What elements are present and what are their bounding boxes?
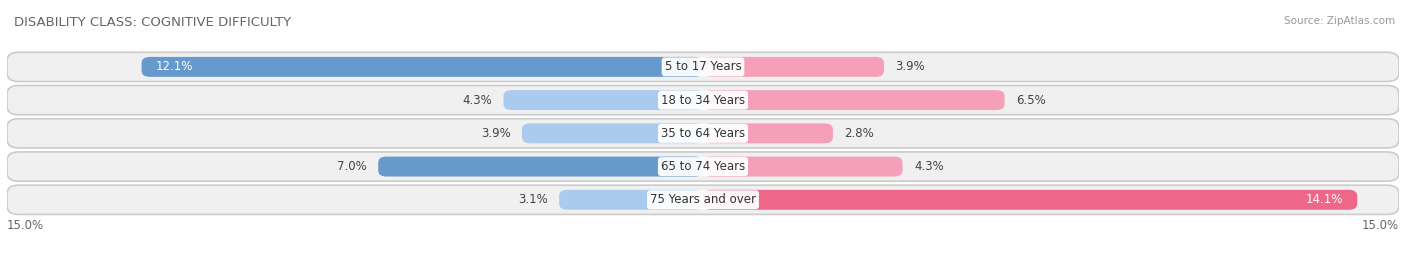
FancyBboxPatch shape (703, 90, 1004, 110)
FancyBboxPatch shape (378, 157, 703, 177)
Text: 14.1%: 14.1% (1306, 193, 1343, 206)
FancyBboxPatch shape (703, 123, 832, 143)
Text: 18 to 34 Years: 18 to 34 Years (661, 94, 745, 107)
FancyBboxPatch shape (503, 90, 703, 110)
FancyBboxPatch shape (703, 190, 1357, 210)
Text: 3.1%: 3.1% (517, 193, 547, 206)
FancyBboxPatch shape (703, 57, 884, 77)
Text: 4.3%: 4.3% (914, 160, 943, 173)
FancyBboxPatch shape (560, 190, 703, 210)
Text: 65 to 74 Years: 65 to 74 Years (661, 160, 745, 173)
Text: 6.5%: 6.5% (1017, 94, 1046, 107)
FancyBboxPatch shape (522, 123, 703, 143)
FancyBboxPatch shape (703, 157, 903, 177)
Text: 15.0%: 15.0% (7, 219, 44, 232)
Text: 35 to 64 Years: 35 to 64 Years (661, 127, 745, 140)
Text: Source: ZipAtlas.com: Source: ZipAtlas.com (1284, 16, 1395, 26)
Text: 4.3%: 4.3% (463, 94, 492, 107)
FancyBboxPatch shape (7, 119, 1399, 148)
Text: 3.9%: 3.9% (481, 127, 510, 140)
FancyBboxPatch shape (7, 152, 1399, 181)
Text: 12.1%: 12.1% (156, 60, 193, 73)
FancyBboxPatch shape (7, 86, 1399, 115)
Text: 75 Years and over: 75 Years and over (650, 193, 756, 206)
Text: 2.8%: 2.8% (845, 127, 875, 140)
FancyBboxPatch shape (142, 57, 703, 77)
Text: 5 to 17 Years: 5 to 17 Years (665, 60, 741, 73)
Text: 7.0%: 7.0% (337, 160, 367, 173)
Text: 15.0%: 15.0% (1362, 219, 1399, 232)
Text: 3.9%: 3.9% (896, 60, 925, 73)
Text: DISABILITY CLASS: COGNITIVE DIFFICULTY: DISABILITY CLASS: COGNITIVE DIFFICULTY (14, 16, 291, 29)
FancyBboxPatch shape (7, 52, 1399, 82)
FancyBboxPatch shape (7, 185, 1399, 214)
